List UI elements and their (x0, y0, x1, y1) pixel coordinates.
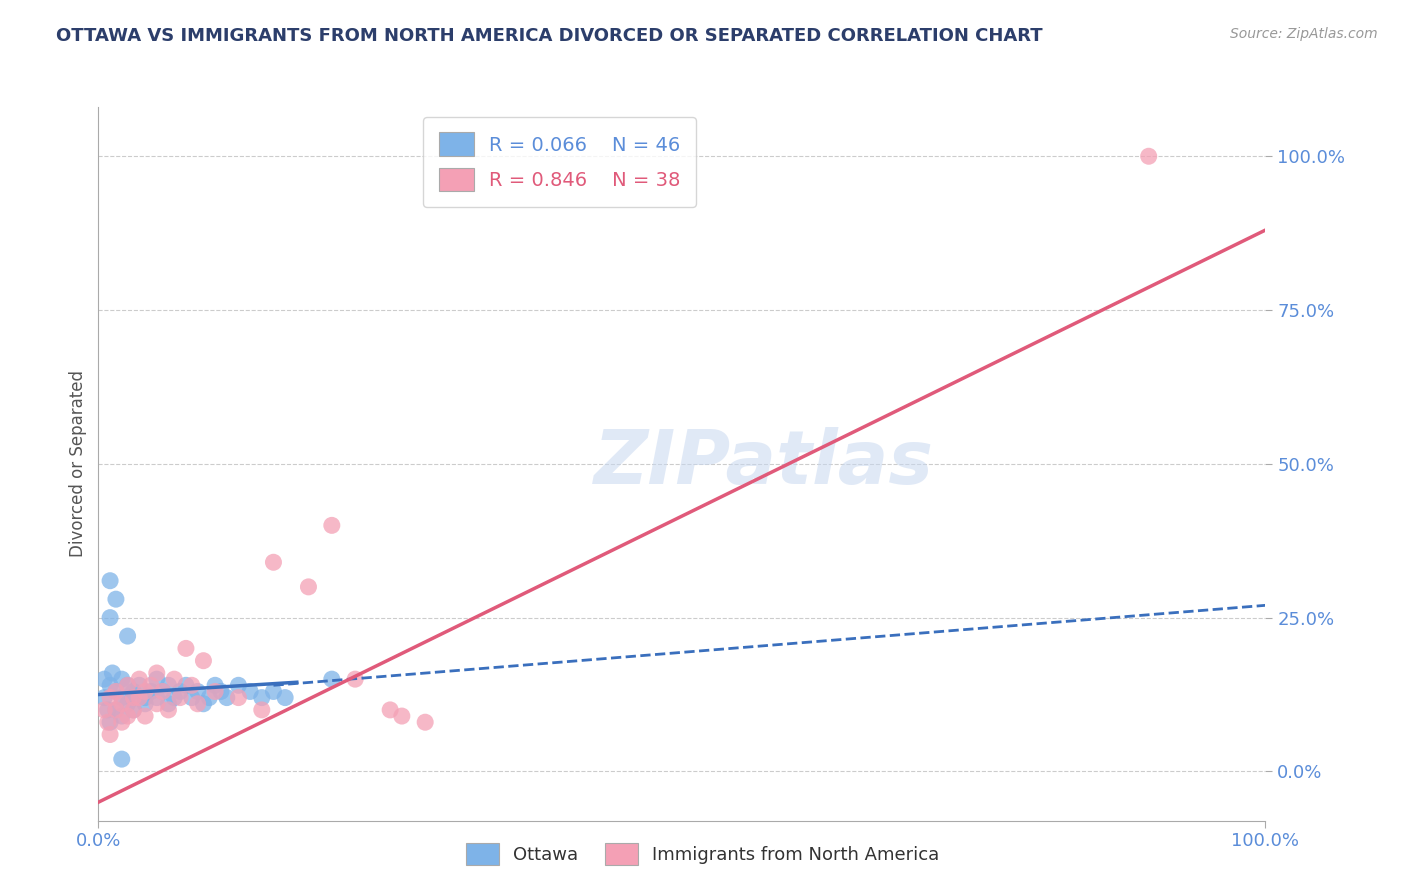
Point (117, 697, 139, 711)
Point (111, 690, 134, 705)
Point (204, 678, 226, 692)
Point (228, 690, 250, 705)
Point (111, 697, 134, 711)
Point (128, 672, 150, 686)
Point (297, 580, 319, 594)
Point (344, 672, 367, 686)
Point (146, 697, 169, 711)
Point (97, 703, 120, 717)
Point (274, 690, 297, 705)
Legend: R = 0.066    N = 46, R = 0.846    N = 38: R = 0.066 N = 46, R = 0.846 N = 38 (423, 117, 696, 207)
Point (122, 690, 145, 705)
Point (215, 690, 238, 705)
Point (98, 678, 121, 692)
Point (111, 752, 134, 766)
Point (117, 678, 139, 692)
Point (198, 690, 221, 705)
Point (104, 592, 127, 607)
Y-axis label: Divorced or Separated: Divorced or Separated (69, 370, 87, 558)
Point (157, 703, 180, 717)
Point (413, 715, 436, 730)
Point (157, 678, 180, 692)
Point (228, 678, 250, 692)
Point (262, 555, 284, 569)
Point (98, 610, 121, 624)
Point (98, 690, 121, 705)
Point (169, 690, 191, 705)
Point (187, 684, 209, 698)
Point (111, 709, 134, 723)
Point (98, 574, 121, 588)
Point (134, 709, 156, 723)
Point (152, 684, 174, 698)
Point (239, 684, 262, 698)
Point (180, 690, 202, 705)
Point (174, 641, 197, 656)
Point (134, 697, 156, 711)
Point (134, 684, 156, 698)
Point (98, 727, 121, 741)
Point (128, 678, 150, 692)
Point (139, 684, 162, 698)
Point (93, 703, 115, 717)
Point (250, 690, 273, 705)
Point (122, 703, 145, 717)
Point (128, 690, 150, 705)
Point (122, 690, 145, 705)
Point (139, 678, 162, 692)
Point (146, 672, 169, 686)
Text: Source: ZipAtlas.com: Source: ZipAtlas.com (1230, 27, 1378, 41)
Point (122, 684, 145, 698)
Point (122, 703, 145, 717)
Point (93, 690, 115, 705)
Point (104, 684, 127, 698)
Point (250, 703, 273, 717)
Point (163, 690, 186, 705)
Point (98, 715, 121, 730)
Point (117, 678, 139, 692)
Point (380, 703, 402, 717)
Point (174, 678, 197, 692)
Point (1137, 149, 1160, 163)
Point (93, 672, 115, 686)
Point (146, 665, 169, 680)
Legend: Ottawa, Immigrants from North America: Ottawa, Immigrants from North America (457, 834, 949, 874)
Point (321, 518, 343, 533)
Point (204, 684, 226, 698)
Point (104, 703, 127, 717)
Point (104, 703, 127, 717)
Point (187, 697, 209, 711)
Point (321, 672, 343, 686)
Text: ZIPatlas: ZIPatlas (593, 427, 934, 500)
Point (169, 684, 191, 698)
Point (111, 672, 134, 686)
Point (209, 684, 232, 698)
Point (262, 684, 284, 698)
Point (117, 629, 139, 643)
Point (152, 684, 174, 698)
Point (104, 684, 127, 698)
Point (117, 709, 139, 723)
Point (193, 654, 215, 668)
Point (180, 678, 202, 692)
Point (101, 665, 124, 680)
Point (111, 715, 134, 730)
Point (163, 672, 186, 686)
Point (193, 697, 215, 711)
Point (157, 697, 180, 711)
Point (97, 715, 120, 730)
Text: OTTAWA VS IMMIGRANTS FROM NORTH AMERICA DIVORCED OR SEPARATED CORRELATION CHART: OTTAWA VS IMMIGRANTS FROM NORTH AMERICA … (56, 27, 1043, 45)
Point (134, 690, 156, 705)
Point (146, 690, 169, 705)
Point (391, 709, 413, 723)
